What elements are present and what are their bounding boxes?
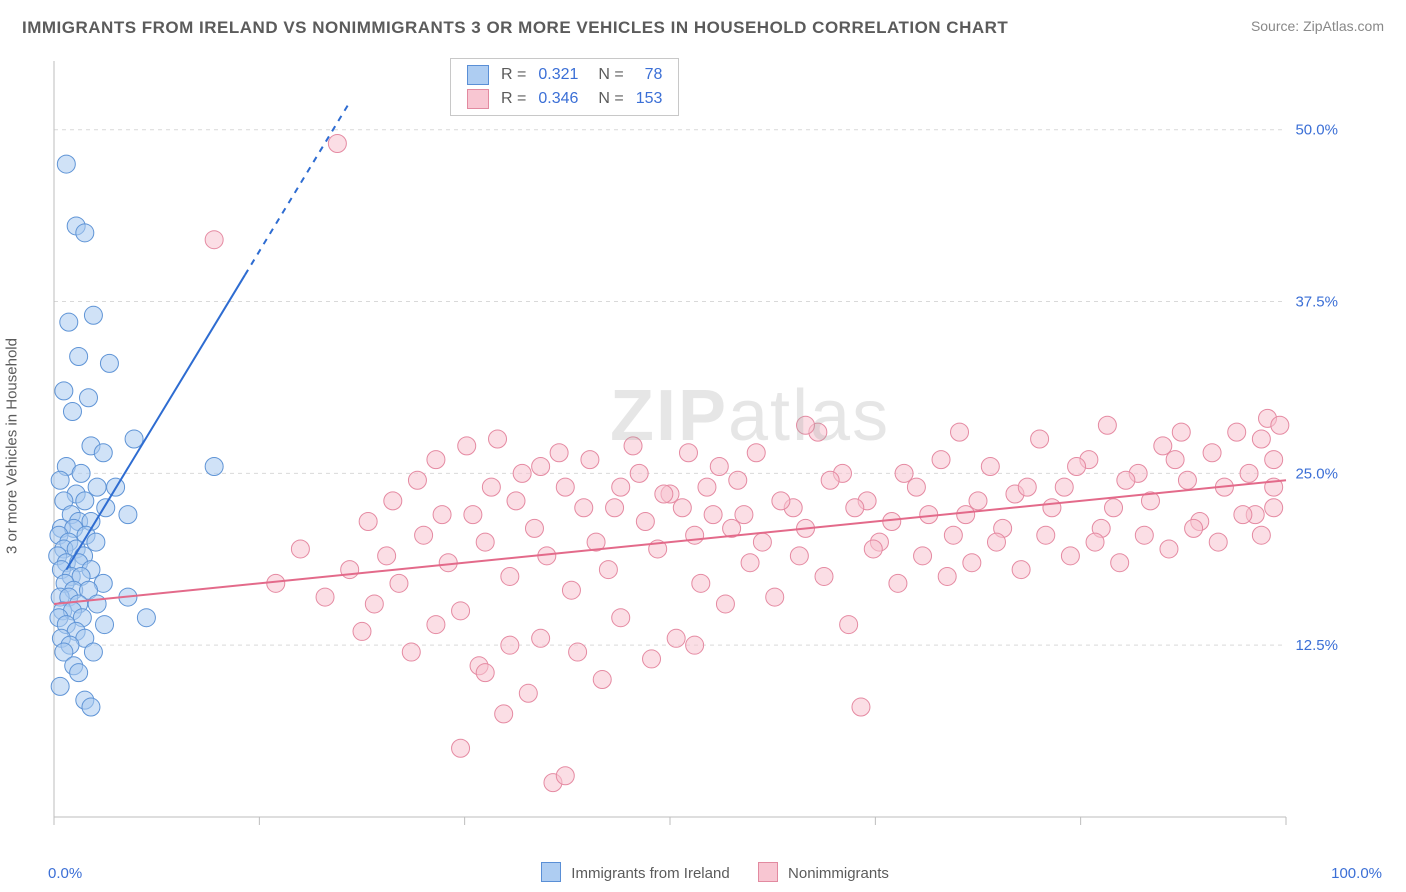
chart-title: IMMIGRANTS FROM IRELAND VS NONIMMIGRANTS… [22,18,1008,38]
legend-label-nonimmigrants: Nonimmigrants [788,865,889,882]
source-attribution: Source: ZipAtlas.com [1251,18,1384,34]
y-axis-title: 3 or more Vehicles in Household [4,338,21,554]
legend-label-ireland: Immigrants from Ireland [571,865,729,882]
stats-table: R =0.321N =78R =0.346N =153 [461,63,668,111]
source-label: Source: [1251,18,1299,34]
plot-area: 12.5% 25.0% 37.5% 50.0% [48,55,1386,852]
svg-text:50.0%: 50.0% [1295,122,1338,139]
correlation-legend-box: R =0.321N =78R =0.346N =153 [450,58,679,116]
source-link[interactable]: ZipAtlas.com [1303,18,1384,34]
legend-swatch-ireland [541,862,561,882]
svg-text:12.5%: 12.5% [1295,637,1338,654]
scatter-chart: 12.5% 25.0% 37.5% 50.0% [48,55,1348,835]
legend-swatch-nonimmigrants [758,862,778,882]
bottom-legend: Immigrants from Ireland Nonimmigrants [0,862,1406,882]
svg-text:37.5%: 37.5% [1295,294,1338,311]
chart-container: IMMIGRANTS FROM IRELAND VS NONIMMIGRANTS… [0,0,1406,892]
svg-text:25.0%: 25.0% [1295,465,1338,482]
